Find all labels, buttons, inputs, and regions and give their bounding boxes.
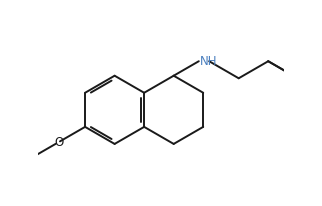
Text: NH: NH [200,55,217,68]
Text: O: O [54,136,63,149]
